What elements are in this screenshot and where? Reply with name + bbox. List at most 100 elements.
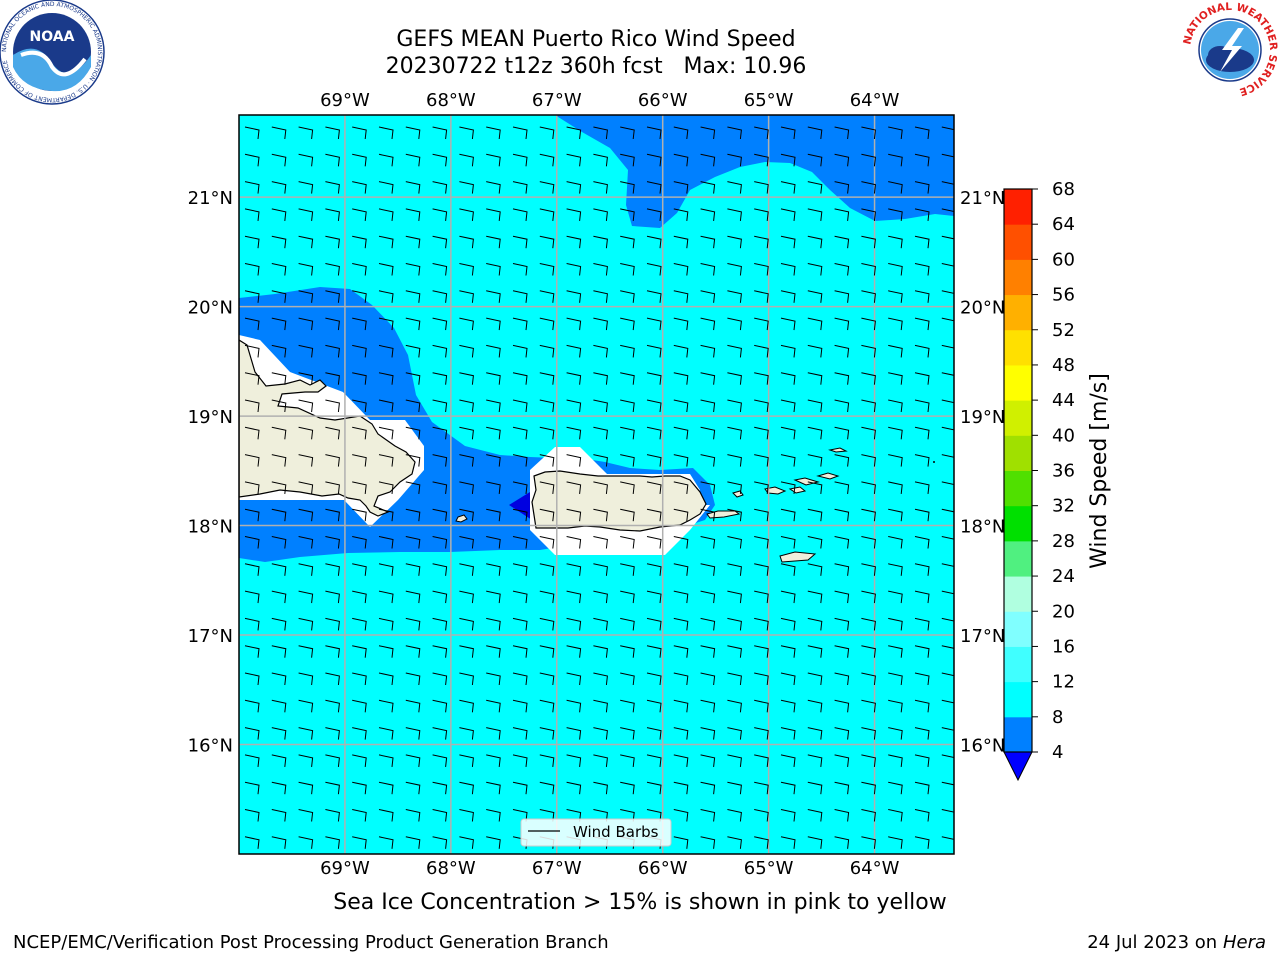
wind-barb [512,645,528,658]
wind-barb [298,617,314,631]
wind-barb [727,864,741,876]
wind-barb [539,645,555,658]
wind-barb [727,181,742,194]
wind-barb [566,536,582,549]
wind-barb [754,699,769,713]
wind-barb [378,672,394,686]
wind-barb [700,645,716,658]
wind-barb [432,344,448,358]
wind-barb [701,864,715,876]
wind-barb [298,754,314,767]
wind-barb [727,126,742,140]
wind-barb [539,672,555,686]
wind-barb [486,781,501,795]
wind-barb [298,399,314,413]
wind-barb [914,344,930,358]
wind-barb [271,399,287,413]
wind-barb [405,344,421,358]
wind-barb [352,727,367,740]
lon-label-top: 67°W [532,90,582,111]
wind-barb [352,181,367,194]
wind-barb [486,590,501,604]
wind-barb [512,344,528,358]
wind-barb [459,290,474,303]
wind-barb [459,645,474,658]
wind-barb [834,508,850,522]
wind-barb [486,645,501,658]
wind-barb [459,699,474,713]
wind-barb [673,754,689,767]
wind-barb [888,181,903,194]
land-mona-island [455,514,468,523]
wind-barb [325,536,340,549]
wind-barb [673,263,689,276]
wind-barb [888,153,903,167]
footer-date-text: 24 Jul 2023 on [1087,932,1223,953]
wind-barb [727,399,742,413]
wind-barb [325,372,340,385]
wind-barb [405,153,421,167]
wind-barb [566,672,582,686]
wind-barb [593,672,608,686]
wind-barb [780,208,796,221]
wind-barb [486,426,501,440]
wind-barb [834,645,850,658]
wind-barb [539,372,555,385]
wind-barb [888,754,903,767]
wind-barb [646,699,662,713]
wind-barb [646,645,662,658]
legend-label: Wind Barbs [573,823,659,841]
wind-barb [459,836,474,849]
wind-barb [941,563,954,567]
wind-barb [834,290,850,303]
wind-barb [700,836,716,849]
wind-barb [834,781,850,795]
wind-barb [378,781,394,795]
wind-barb [566,372,582,385]
map-frame [238,114,955,855]
wind-barb [780,781,796,795]
wind-barb [299,864,313,876]
wind-barb [486,317,501,331]
wind-barb [941,536,954,540]
colorbar-tick-label: 12 [1052,672,1075,693]
wind-barb [566,699,582,713]
wind-barb [914,590,930,604]
wind-barb [512,208,528,221]
wind-barb [298,699,314,713]
wind-barb [566,399,582,413]
wind-barb [405,454,421,467]
wind-barb [780,426,796,440]
lat-label-right: 20°N [960,298,1005,319]
wind-barb [861,645,876,658]
wind-barb [325,809,340,822]
wind-barb [271,344,287,358]
wind-barb [352,426,367,440]
wind-barb [512,181,528,194]
wind-barb [459,563,474,576]
wind-barb [352,699,367,713]
wind-barb [486,536,501,549]
wind-barb [941,399,954,404]
lon-label-top: 69°W [320,90,370,111]
wind-barb [352,372,367,385]
wind-barb [298,590,314,604]
wind-barb [459,672,474,686]
wind-barb [861,344,876,358]
colorbar-segment [1004,259,1032,296]
wind-barb [941,181,954,185]
wind-barb [834,563,850,576]
colorbar-tick-label: 28 [1052,531,1075,552]
wind-barb [405,727,421,740]
wind-barb [941,590,954,595]
wind-barb [807,290,823,303]
lat-label-right: 16°N [960,736,1005,757]
wind-barb [539,754,555,767]
wind-barb [539,454,555,467]
wind-barb [271,290,287,303]
plot-title: GEFS MEAN Puerto Rico Wind Speed [396,27,796,52]
wind-barb [754,590,769,604]
wind-barb [352,263,367,276]
wind-barb [244,781,260,795]
wind-barb [271,563,287,576]
